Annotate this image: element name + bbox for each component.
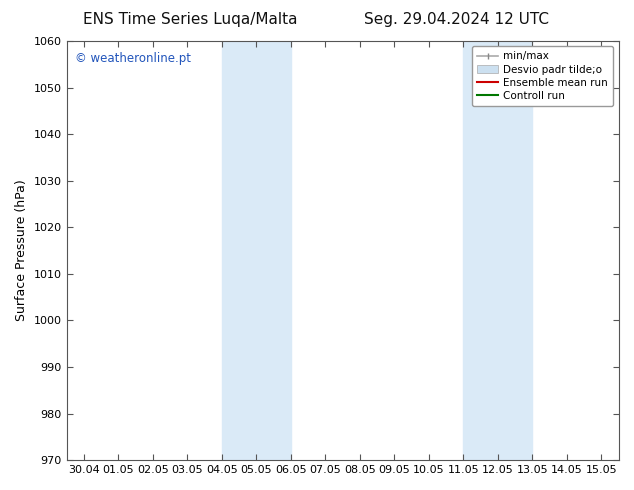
Y-axis label: Surface Pressure (hPa): Surface Pressure (hPa) bbox=[15, 180, 28, 321]
Bar bbox=[222, 41, 291, 460]
Text: © weatheronline.pt: © weatheronline.pt bbox=[75, 51, 191, 65]
Bar bbox=[463, 41, 533, 460]
Text: ENS Time Series Luqa/Malta: ENS Time Series Luqa/Malta bbox=[83, 12, 297, 27]
Text: Seg. 29.04.2024 12 UTC: Seg. 29.04.2024 12 UTC bbox=[364, 12, 549, 27]
Legend: min/max, Desvio padr tilde;o, Ensemble mean run, Controll run: min/max, Desvio padr tilde;o, Ensemble m… bbox=[472, 46, 613, 106]
